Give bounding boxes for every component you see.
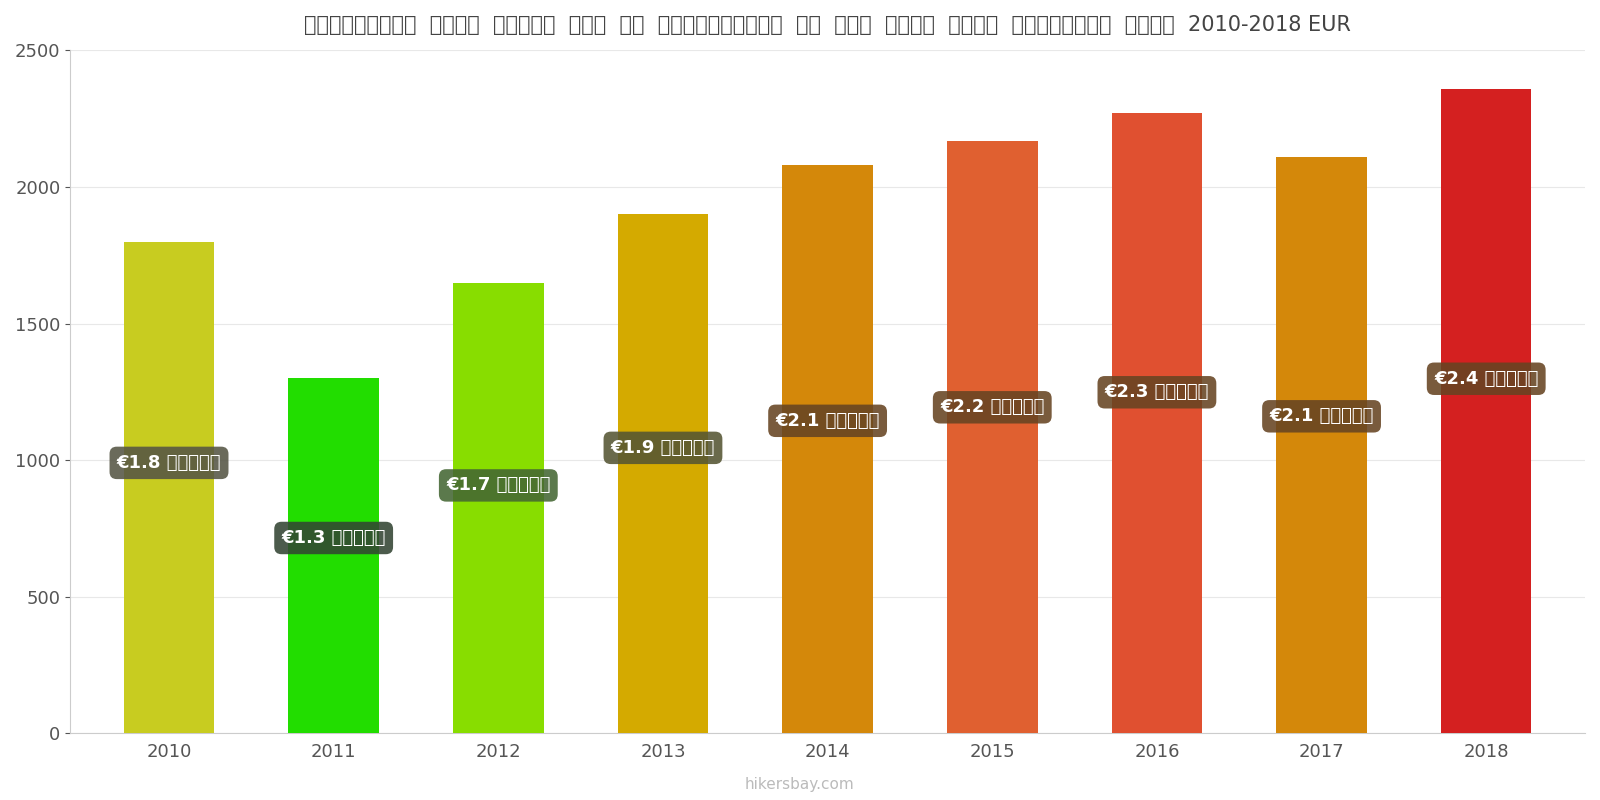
Bar	[1277, 157, 1366, 734]
Bar	[782, 165, 874, 734]
Bar	[1442, 89, 1531, 734]
Text: €1.3 हज़ार: €1.3 हज़ार	[282, 529, 386, 547]
Bar	[947, 141, 1037, 734]
Text: €2.1 हज़ार: €2.1 हज़ार	[1269, 407, 1374, 426]
Title: एस्टोनिया  सिटी  सेंटर  में  एक  अपार्टमेंट  के  लिए  कीमत  प्रि  स्क्वायर  मीटर: एस्टोनिया सिटी सेंटर में एक अपार्टमेंट क…	[304, 15, 1350, 35]
Text: hikersbay.com: hikersbay.com	[746, 777, 854, 792]
Bar	[123, 242, 214, 734]
Bar	[1112, 114, 1202, 734]
Text: €2.4 हज़ार: €2.4 हज़ार	[1434, 370, 1538, 388]
Text: €2.2 हज़ार: €2.2 हज़ार	[941, 398, 1045, 416]
Text: €1.7 हज़ार: €1.7 हज़ार	[446, 477, 550, 494]
Text: €2.3 हज़ार: €2.3 हज़ार	[1104, 383, 1210, 402]
Text: €1.8 हज़ार: €1.8 हज़ार	[117, 454, 221, 472]
Bar	[453, 282, 544, 734]
Text: €1.9 हज़ार: €1.9 हज़ार	[611, 439, 715, 457]
Text: €2.1 हज़ार: €2.1 हज़ार	[776, 412, 880, 430]
Bar	[288, 378, 379, 734]
Bar	[618, 214, 709, 734]
